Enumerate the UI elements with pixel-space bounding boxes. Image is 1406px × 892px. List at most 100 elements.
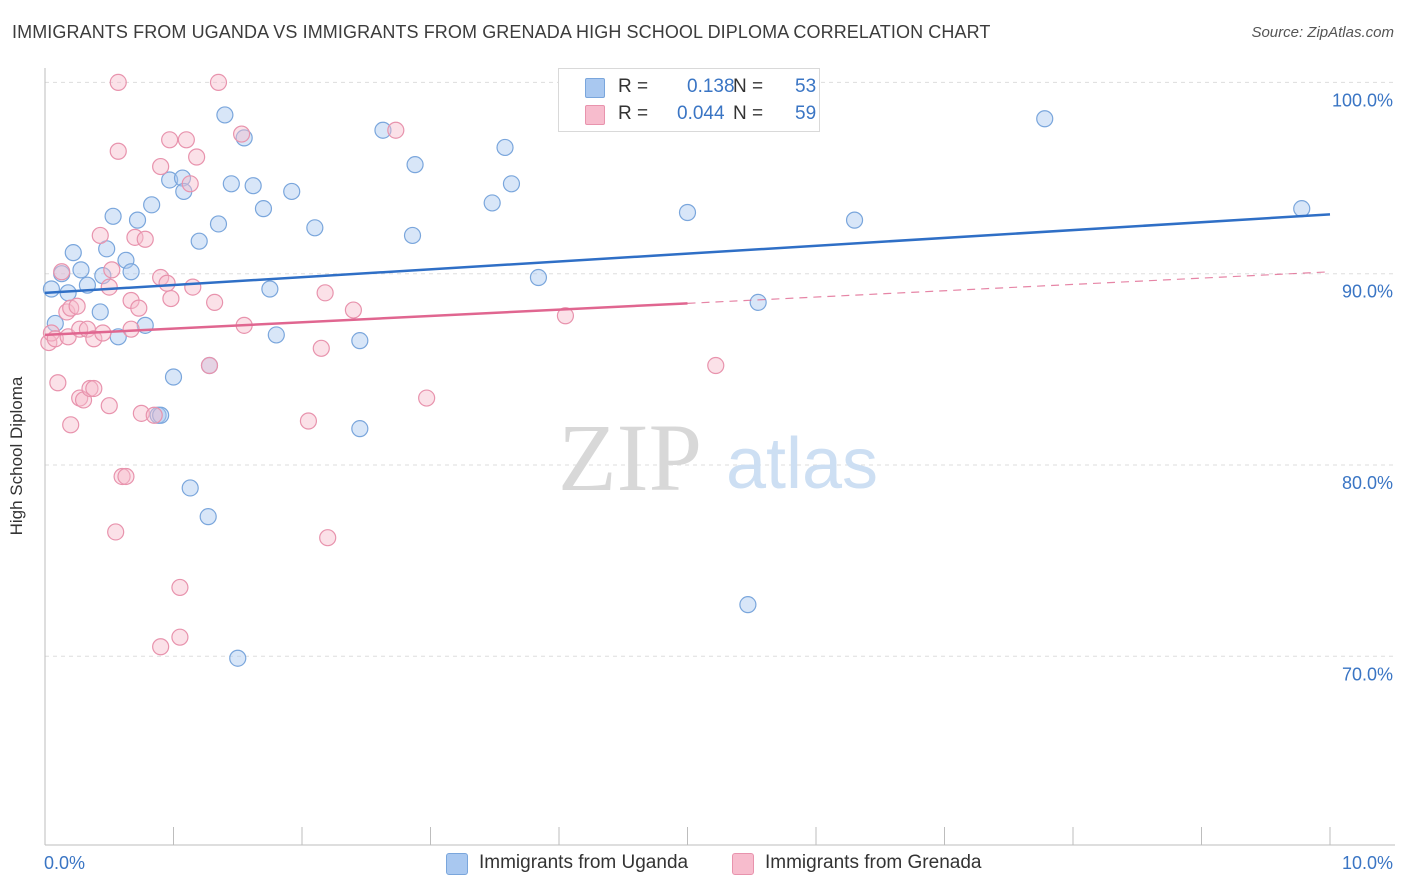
grenada-point-36 — [152, 638, 170, 656]
grenada-point-39 — [162, 289, 180, 308]
grenada-legend-swatch — [732, 853, 754, 875]
uganda-point-38 — [351, 332, 369, 350]
grenada-point-4 — [53, 263, 71, 281]
grenada-point-19 — [100, 278, 118, 296]
uganda-point-31 — [244, 177, 262, 195]
y-tick-label-80: 80.0% — [1342, 473, 1393, 493]
uganda-point-40 — [403, 226, 422, 245]
grenada-point-17 — [91, 226, 109, 245]
grenada-point-49 — [233, 125, 251, 143]
uganda-point-15 — [143, 196, 161, 214]
grenada-point-20 — [100, 397, 118, 415]
grenada-point-59 — [707, 356, 725, 375]
uganda-swatch — [585, 78, 605, 98]
grenada-r-label: R = — [618, 103, 649, 124]
grenada-point-32 — [136, 230, 154, 248]
uganda-point-19 — [164, 368, 183, 386]
x-tick-label-min: 0.0% — [44, 853, 85, 873]
watermark-zip: ZIP — [558, 404, 702, 511]
grenada-legend-label: Immigrants from Grenada — [765, 852, 982, 873]
uganda-point-34 — [267, 326, 285, 344]
grenada-point-56 — [387, 121, 405, 139]
uganda-n-value: 53 — [795, 76, 817, 97]
uganda-point-43 — [496, 138, 514, 157]
grenada-point-34 — [152, 157, 170, 176]
grenada-n-value: 59 — [795, 103, 817, 124]
uganda-point-12 — [122, 263, 140, 281]
grenada-point-9 — [68, 297, 86, 315]
uganda-point-42 — [483, 194, 501, 212]
watermark-atlas: atlas — [726, 424, 878, 504]
grenada-point-47 — [206, 293, 224, 311]
uganda-point-23 — [190, 232, 208, 250]
uganda-point-18 — [161, 171, 179, 189]
grenada-point-21 — [103, 261, 121, 279]
x-tick-label-max: 10.0% — [1342, 853, 1393, 873]
uganda-point-29 — [229, 649, 247, 667]
grenada-point-45 — [188, 148, 206, 166]
tick-labels: 100.0% 90.0% 80.0% 70.0% 0.0% 10.0% — [44, 90, 1393, 873]
grenada-point-7 — [62, 299, 80, 317]
uganda-point-51 — [1293, 200, 1311, 218]
grenada-point-46 — [200, 356, 219, 375]
grenada-point-57 — [418, 389, 436, 407]
uganda-r-value: 0.138 — [687, 76, 735, 97]
uganda-legend-label: Immigrants from Uganda — [479, 852, 689, 873]
uganda-point-39 — [374, 121, 392, 139]
uganda-point-26 — [209, 215, 228, 233]
uganda-point-24 — [199, 508, 217, 526]
y-tick-label-90: 90.0% — [1342, 282, 1393, 302]
uganda-point-33 — [261, 280, 279, 298]
grenada-point-16 — [85, 379, 103, 398]
uganda-point-36 — [306, 219, 324, 237]
grenada-point-8 — [62, 416, 80, 434]
uganda-point-13 — [128, 211, 147, 229]
grenada-point-44 — [184, 278, 202, 296]
grenada-point-43 — [181, 175, 199, 193]
grenada-point-15 — [85, 330, 103, 348]
uganda-point-0 — [46, 314, 64, 333]
grenada-point-14 — [81, 379, 99, 398]
uganda-point-4 — [72, 261, 90, 279]
trend-lines — [44, 213, 1331, 337]
uganda-point-47 — [739, 596, 757, 614]
uganda-point-3 — [64, 244, 82, 262]
y-tick-label-100: 100.0% — [1332, 90, 1393, 110]
uganda-point-28 — [222, 175, 240, 193]
uganda-point-37 — [351, 420, 369, 438]
grenada-point-33 — [145, 406, 163, 424]
grenada-point-23 — [109, 142, 127, 160]
uganda-point-49 — [845, 211, 864, 229]
uganda-point-48 — [749, 293, 767, 311]
uganda-point-45 — [529, 268, 548, 287]
grenada-point-30 — [130, 299, 148, 317]
uganda-point-50 — [1036, 110, 1054, 128]
grenada-point-26 — [117, 467, 135, 486]
uganda-point-32 — [254, 200, 273, 218]
uganda-r-label: R = — [618, 76, 649, 97]
grenada-point-48 — [209, 73, 228, 92]
uganda-point-27 — [216, 106, 234, 124]
chart-title: IMMIGRANTS FROM UGANDA VS IMMIGRANTS FRO… — [12, 22, 991, 42]
source-label: Source: ZipAtlas.com — [1251, 24, 1394, 41]
uganda-point-9 — [104, 207, 122, 225]
grenada-point-22 — [107, 523, 125, 541]
grenada-point-25 — [113, 467, 131, 486]
axes — [44, 68, 1395, 846]
uganda-point-52 — [42, 280, 61, 298]
uganda-point-35 — [283, 182, 301, 201]
uganda-point-17 — [152, 406, 170, 424]
grenada-point-51 — [299, 412, 318, 430]
grenada-point-37 — [158, 274, 176, 292]
uganda-point-41 — [406, 156, 424, 174]
grenada-point-38 — [161, 131, 179, 149]
uganda-point-22 — [181, 479, 199, 497]
grenada-point-3 — [49, 374, 67, 392]
grenada-point-54 — [319, 529, 337, 547]
grenada-swatch — [585, 105, 605, 125]
uganda-n-label: N = — [733, 76, 764, 97]
grenada-point-55 — [344, 301, 362, 319]
uganda-point-46 — [678, 203, 697, 222]
uganda-point-44 — [502, 175, 521, 193]
